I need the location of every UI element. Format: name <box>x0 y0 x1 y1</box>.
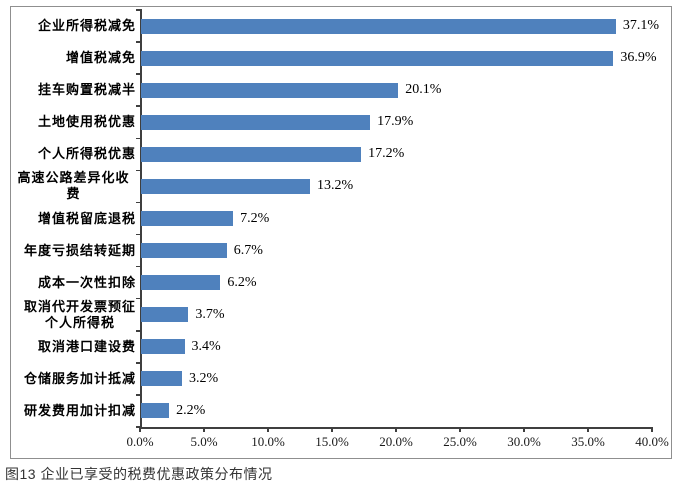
x-axis-tick-label: 20.0% <box>379 434 413 449</box>
category-label: 增值税减免 <box>11 50 136 66</box>
bar-value-label: 7.2% <box>240 210 270 226</box>
y-axis-tick <box>136 169 142 172</box>
category-label-text: 年度亏损结转延期 <box>23 242 136 258</box>
bar-value-label: 3.4% <box>191 338 221 354</box>
bar <box>141 403 170 419</box>
y-axis-tick <box>136 265 142 268</box>
category-label-text: 仓储服务加计抵减 <box>23 370 136 386</box>
category-label: 成本一次性扣除 <box>11 275 136 291</box>
bar-value-label: 13.2% <box>316 178 354 194</box>
x-axis-tick-label: 25.0% <box>443 434 477 449</box>
x-axis-tick-label: 35.0% <box>571 434 605 449</box>
figure-caption: 图13 企业已享受的税费优惠政策分布情况 <box>5 466 273 482</box>
x-axis-tick-label: 10.0% <box>251 434 285 449</box>
bar-value-label: 6.2% <box>227 274 257 290</box>
bar <box>141 211 234 226</box>
category-label: 增值税留底退税 <box>11 211 136 227</box>
bar-value-label: 3.7% <box>195 306 225 322</box>
category-label-text: 高速公路差异化收费 <box>17 170 130 202</box>
x-axis-tick <box>587 427 589 432</box>
x-axis-tick <box>331 427 333 432</box>
category-label-text: 增值税留底退税 <box>37 210 136 226</box>
x-axis-tick <box>523 427 525 432</box>
bar-value-label: 20.1% <box>405 82 442 98</box>
bar-value-label: 37.1% <box>622 18 660 34</box>
x-axis-tick <box>395 427 397 432</box>
bar <box>141 339 185 355</box>
y-axis-tick <box>136 297 142 300</box>
category-label-text: 挂车购置税减半 <box>37 82 136 98</box>
category-label-text: 成本一次性扣除 <box>37 274 136 290</box>
category-label: 个人所得税优惠 <box>11 146 136 162</box>
category-label: 年度亏损结转延期 <box>11 243 136 259</box>
bar-value-label: 3.2% <box>188 370 219 386</box>
category-label: 取消代开发票预征 个人所得税 <box>11 299 136 331</box>
y-axis-tick <box>136 9 142 11</box>
bar <box>141 146 362 162</box>
category-label: 企业所得税减免 <box>11 18 136 34</box>
x-axis-tick-label: 5.0% <box>190 434 218 449</box>
category-label: 研发费用加计扣减 <box>11 403 136 419</box>
y-axis-tick <box>136 233 142 236</box>
bar <box>141 275 221 291</box>
x-axis-tick <box>203 427 205 432</box>
category-label-text: 个人所得税优惠 <box>37 146 136 162</box>
bar-value-label: 36.9% <box>620 50 657 66</box>
x-axis-tick-label: 40.0% <box>635 434 669 449</box>
y-axis-tick <box>136 73 142 75</box>
bar-value-label: 6.7% <box>233 242 263 258</box>
x-axis-tick <box>267 427 269 432</box>
category-label: 取消港口建设费 <box>11 339 136 355</box>
category-label: 土地使用税优惠 <box>11 114 136 130</box>
x-axis-tick-label: 30.0% <box>507 434 541 449</box>
category-label-text: 企业所得税减免 <box>37 18 136 34</box>
y-axis-tick <box>136 201 142 204</box>
x-axis-tick-label: 0.0% <box>126 434 154 449</box>
bar-value-label: 17.2% <box>368 146 405 162</box>
bar <box>141 307 189 323</box>
category-label-text: 土地使用税优惠 <box>37 114 136 130</box>
y-axis-tick <box>136 362 142 364</box>
bar <box>141 371 182 387</box>
y-axis-tick <box>136 137 142 140</box>
bar-value-label: 2.2% <box>176 402 206 418</box>
y-axis-line <box>140 10 142 427</box>
x-axis-tick <box>651 427 653 432</box>
y-axis-tick <box>136 105 142 107</box>
category-label-text: 研发费用加计扣减 <box>23 402 136 418</box>
category-label-text: 增值税减免 <box>65 50 136 66</box>
y-axis-tick <box>136 330 142 332</box>
category-label: 仓储服务加计抵减 <box>11 371 136 387</box>
x-axis-tick-label: 15.0% <box>315 434 349 449</box>
bar <box>141 50 614 66</box>
category-label-text: 取消港口建设费 <box>37 338 136 354</box>
x-axis-tick <box>139 427 141 432</box>
bar <box>141 82 399 98</box>
chart-frame <box>10 6 672 459</box>
category-label: 高速公路差异化收费 <box>11 170 136 202</box>
bar <box>141 18 616 34</box>
bar-value-label: 17.9% <box>377 114 414 130</box>
y-axis-tick <box>136 394 142 396</box>
bar <box>141 178 310 194</box>
category-label: 挂车购置税减半 <box>11 82 136 98</box>
x-axis-tick <box>459 427 461 432</box>
y-axis-tick <box>136 426 142 428</box>
category-label-text: 取消代开发票预征 个人所得税 <box>23 298 136 330</box>
bar <box>141 243 227 259</box>
bar <box>141 114 371 130</box>
y-axis-tick <box>136 41 142 43</box>
